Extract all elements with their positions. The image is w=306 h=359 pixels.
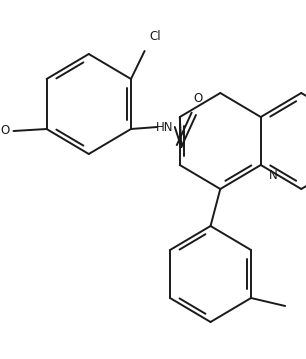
Text: Cl: Cl [149, 30, 161, 43]
Text: O: O [0, 125, 9, 137]
Text: O: O [193, 92, 203, 105]
Text: N: N [269, 169, 277, 182]
Text: HN: HN [156, 121, 174, 134]
